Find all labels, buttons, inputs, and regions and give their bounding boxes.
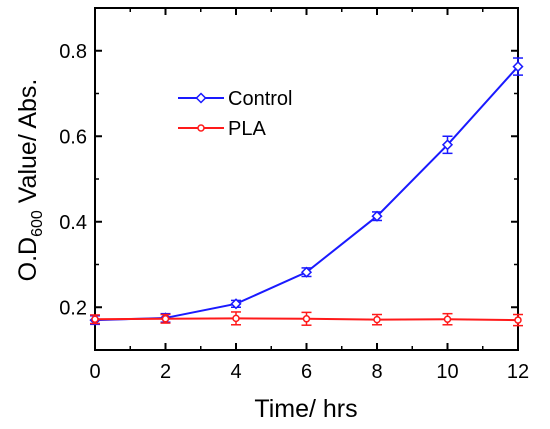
plot-frame [94, 7, 519, 351]
y-tick-label: 0.2 [59, 297, 87, 319]
x-tick-label: 12 [507, 361, 529, 383]
y-axis-title-prefix: O.D [14, 237, 42, 281]
data-point [514, 316, 522, 324]
legend-label: Control [228, 88, 292, 110]
y-tick-label: 0.6 [59, 126, 87, 148]
x-tick-label: 10 [436, 361, 458, 383]
data-point [441, 139, 454, 151]
data-point [373, 315, 381, 324]
series-line [94, 65, 519, 322]
data-point [230, 298, 242, 310]
data-point [91, 315, 99, 323]
data-point [232, 314, 240, 323]
y-axis-title: O.D600 Value/ Abs. [14, 79, 46, 282]
axes [94, 7, 519, 351]
y-tick-label: 0.4 [59, 212, 87, 234]
x-tick-label: 0 [89, 361, 100, 383]
x-tick-label: 6 [301, 361, 312, 383]
ticks: 0 2 4 6 8 10 12 0.2 0.4 0.6 0.8 [59, 7, 529, 383]
data-point [371, 210, 383, 222]
legend: Control PLA [178, 88, 292, 140]
data-point [443, 315, 452, 323]
legend-label: PLA [228, 118, 266, 140]
legend-item-pla: PLA [178, 118, 266, 140]
x-axis-title: Time/ hrs [254, 395, 357, 423]
y-tick-label: 0.8 [59, 41, 87, 63]
x-tick-label: 8 [371, 361, 382, 383]
data-point [302, 315, 311, 323]
legend-marker [197, 124, 205, 132]
legend-marker [195, 92, 207, 104]
data-point [300, 266, 313, 278]
y-axis-title-suffix: Value/ Abs. [14, 79, 42, 211]
legend-item-control: Control [178, 88, 292, 110]
x-tick-label: 2 [160, 361, 171, 383]
data-point [161, 315, 170, 323]
series-control [89, 57, 524, 326]
data-point [512, 61, 524, 73]
series-group [89, 57, 524, 327]
y-axis-title-subscript: 600 [29, 210, 46, 237]
x-tick-label: 4 [230, 361, 241, 383]
series-pla [90, 311, 523, 327]
